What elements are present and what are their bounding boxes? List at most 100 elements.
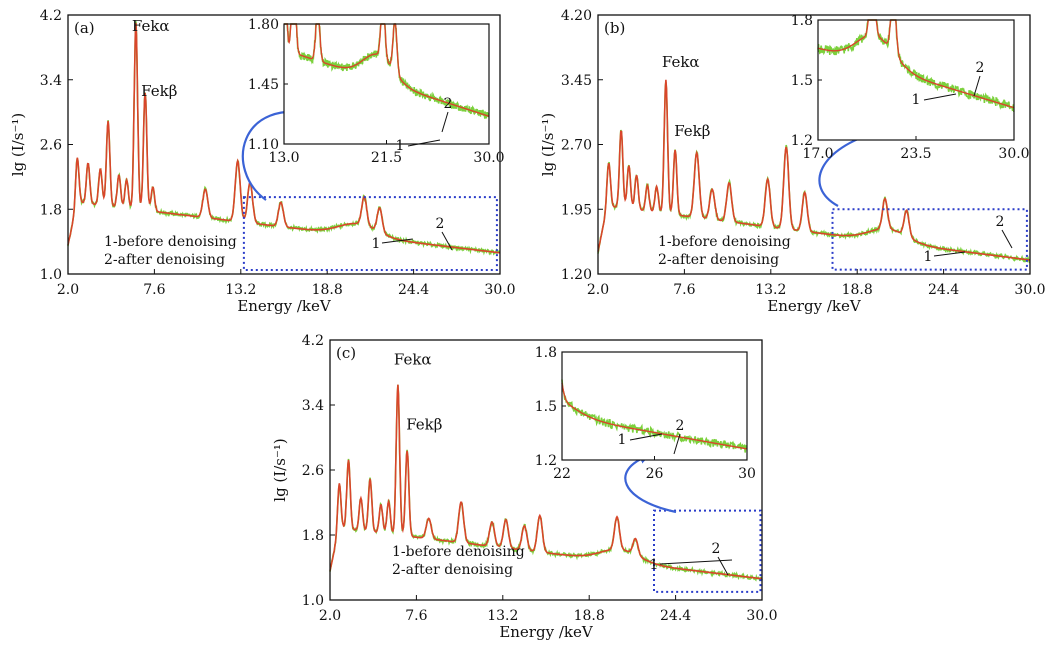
inset-series-after-denoising bbox=[561, 382, 747, 450]
x-axis-label: Energy /keV bbox=[237, 297, 332, 315]
inset-pointer-label: 2 bbox=[676, 418, 685, 434]
legend-entry: 2-after denoising bbox=[104, 252, 225, 268]
x-tick-label: 24.4 bbox=[660, 608, 691, 624]
x-tick-label: 7.6 bbox=[143, 282, 165, 298]
legend-entry: 1-before denoising bbox=[104, 234, 237, 250]
inset-x-tick-label: 30.0 bbox=[473, 150, 504, 166]
pointer-label: 1 bbox=[924, 249, 933, 265]
legend-entry: 2-after denoising bbox=[392, 562, 513, 578]
x-tick-label: 13.2 bbox=[755, 282, 786, 298]
inset-y-tick-label: 1.80 bbox=[248, 17, 279, 33]
inset-x-tick-label: 13.0 bbox=[268, 150, 299, 166]
peak-annotation: Fekα bbox=[394, 350, 432, 368]
pointer-line bbox=[441, 231, 453, 251]
y-tick-label: 3.45 bbox=[561, 73, 592, 89]
inset-x-tick-label: 17.0 bbox=[802, 146, 833, 162]
x-tick-label: 18.8 bbox=[312, 282, 343, 298]
zoom-arrow bbox=[818, 129, 880, 207]
y-tick-label: 1.20 bbox=[561, 267, 592, 283]
x-tick-label: 2.0 bbox=[587, 282, 609, 298]
inset-series-before-denoising bbox=[561, 379, 748, 453]
panel-a: 2.0 7.6 13.2 18.8 24.4 30.0 1.0 1.8 2.6 3.4 4.2 Ene… bbox=[9, 8, 516, 315]
legend-entry: 2-after denoising bbox=[658, 252, 779, 268]
x-tick-label: 7.6 bbox=[673, 282, 695, 298]
x-tick-label: 30.0 bbox=[746, 608, 777, 624]
inset-a: 13.0 21.5 30.0 1.10 1.45 1.80 1 2 bbox=[248, 17, 505, 166]
panel-label: (a) bbox=[74, 19, 95, 37]
inset-x-tick-label: 26 bbox=[646, 466, 664, 482]
x-tick-label: 30.0 bbox=[1014, 282, 1045, 298]
y-tick-label: 4.2 bbox=[40, 8, 62, 24]
x-tick-label: 18.8 bbox=[842, 282, 873, 298]
panel-b: 2.0 7.6 13.2 18.8 24.4 30.0 1.20 1.95 2.70 3.45 4.… bbox=[539, 8, 1046, 315]
pointer-line bbox=[381, 238, 413, 244]
panel-c: 2.0 7.6 13.2 18.8 24.4 30.0 1.0 1.8 2.6 3.4 4.2 Ene… bbox=[271, 333, 778, 641]
series-after-denoising bbox=[67, 23, 500, 254]
x-tick-label: 24.4 bbox=[928, 282, 959, 298]
peak-annotation: Fekα bbox=[132, 17, 170, 35]
y-tick-label: 1.0 bbox=[40, 267, 62, 283]
inset-y-tick-label: 1.5 bbox=[791, 73, 813, 89]
y-tick-label: 2.6 bbox=[40, 138, 62, 154]
inset-b: 17.0 23.5 30.0 1.2 1.5 1.8 1 2 bbox=[791, 13, 1030, 162]
legend-entry: 1-before denoising bbox=[658, 234, 791, 250]
inset-background bbox=[818, 20, 1014, 140]
inset-pointer-label: 2 bbox=[976, 60, 985, 76]
peak-annotation: Fekα bbox=[662, 53, 700, 71]
series-after-denoising bbox=[329, 384, 762, 580]
y-tick-label: 2.6 bbox=[302, 463, 324, 479]
inset-pointer-label: 1 bbox=[396, 138, 405, 154]
pointer-label: 2 bbox=[436, 216, 445, 232]
x-axis-label: Energy /keV bbox=[499, 623, 594, 641]
y-tick-label: 4.2 bbox=[302, 333, 324, 349]
inset-pointer-label: 1 bbox=[618, 432, 627, 448]
y-axis-label: lg (I/s⁻¹) bbox=[539, 113, 557, 176]
pointer-line bbox=[717, 556, 729, 576]
x-tick-label: 18.8 bbox=[574, 608, 605, 624]
y-tick-label: 1.8 bbox=[302, 528, 324, 544]
zoom-region-box bbox=[242, 196, 498, 271]
pointer-line bbox=[1001, 229, 1013, 249]
inset-y-tick-label: 1.8 bbox=[535, 345, 557, 361]
x-tick-label: 13.2 bbox=[225, 282, 256, 298]
inset-pointer-line bbox=[973, 75, 981, 97]
pointer-label: 1 bbox=[372, 236, 381, 252]
inset-pointer-label: 2 bbox=[444, 96, 453, 112]
peak-annotation: Fekβ bbox=[141, 82, 177, 100]
inset-x-tick-label: 23.5 bbox=[900, 146, 931, 162]
inset-pointer-line bbox=[923, 93, 957, 101]
pointer-label: 2 bbox=[712, 541, 721, 557]
inset-x-tick-label: 21.5 bbox=[371, 150, 402, 166]
y-tick-label: 4.20 bbox=[561, 8, 592, 24]
panel-label: (c) bbox=[336, 344, 356, 362]
inset-pointer-label: 1 bbox=[912, 92, 921, 108]
legend-entry: 1-before denoising bbox=[392, 544, 525, 560]
y-tick-label: 3.4 bbox=[40, 73, 62, 89]
series-after-denoising bbox=[597, 79, 1030, 261]
inset-y-tick-label: 1.5 bbox=[535, 399, 557, 415]
y-axis-label: lg (I/s⁻¹) bbox=[9, 113, 27, 176]
x-tick-label: 24.4 bbox=[398, 282, 429, 298]
pointer-label: 2 bbox=[996, 214, 1005, 230]
y-axis-label: lg (I/s⁻¹) bbox=[271, 438, 289, 501]
zoom-arrow bbox=[624, 454, 677, 514]
pointer-label: 1 bbox=[650, 557, 659, 573]
y-tick-label: 1.95 bbox=[561, 202, 592, 218]
x-axis-label: Energy /keV bbox=[767, 297, 862, 315]
inset-c: 22 26 30 1.2 1.5 1.8 1 2 bbox=[535, 345, 756, 482]
x-tick-label: 13.2 bbox=[487, 608, 518, 624]
inset-y-tick-label: 1.45 bbox=[248, 77, 279, 93]
inset-y-tick-label: 1.2 bbox=[535, 453, 557, 469]
zoom-region-box bbox=[653, 509, 762, 593]
inset-x-tick-label: 22 bbox=[553, 466, 571, 482]
inset-y-tick-label: 1.8 bbox=[791, 13, 813, 29]
y-tick-label: 1.0 bbox=[302, 593, 324, 609]
x-tick-label: 2.0 bbox=[319, 608, 341, 624]
inset-pointer-line bbox=[441, 111, 449, 133]
inset-series-after-denoising bbox=[817, 19, 1014, 109]
inset-y-tick-label: 1.10 bbox=[248, 137, 279, 153]
inset-x-tick-label: 30.0 bbox=[998, 146, 1029, 162]
x-tick-label: 7.6 bbox=[405, 608, 427, 624]
y-tick-label: 2.70 bbox=[561, 138, 592, 154]
